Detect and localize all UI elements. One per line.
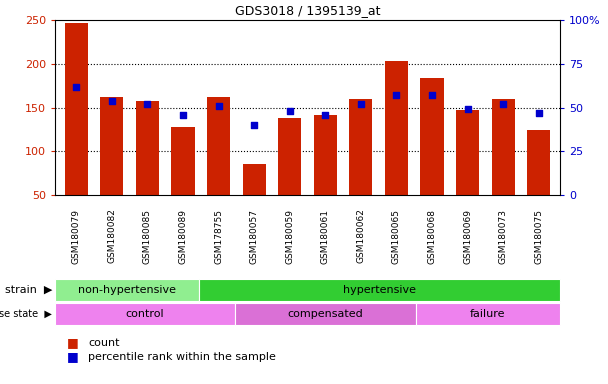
Point <box>72 83 81 89</box>
Text: non-hypertensive: non-hypertensive <box>78 285 176 295</box>
Text: GSM180089: GSM180089 <box>179 209 187 263</box>
Bar <box>207 97 230 195</box>
Text: GSM180059: GSM180059 <box>285 209 294 263</box>
Title: GDS3018 / 1395139_at: GDS3018 / 1395139_at <box>235 5 380 17</box>
Point <box>392 92 401 98</box>
Bar <box>491 99 514 195</box>
Text: compensated: compensated <box>288 309 364 319</box>
Point <box>285 108 295 114</box>
Bar <box>278 118 302 195</box>
Text: GSM180057: GSM180057 <box>250 209 258 263</box>
Text: GSM180085: GSM180085 <box>143 209 152 263</box>
Bar <box>349 99 373 195</box>
Point <box>214 103 224 109</box>
Bar <box>65 23 88 195</box>
Text: ■: ■ <box>67 336 79 349</box>
Point <box>320 111 330 118</box>
Point <box>249 122 259 128</box>
Bar <box>243 164 266 195</box>
Point <box>427 92 437 98</box>
Bar <box>456 110 479 195</box>
Text: count: count <box>88 338 120 348</box>
Bar <box>55 303 235 325</box>
Point <box>534 110 544 116</box>
Bar <box>171 127 195 195</box>
Text: disease state  ▶: disease state ▶ <box>0 309 52 319</box>
Text: hypertensive: hypertensive <box>343 285 416 295</box>
Bar <box>416 303 560 325</box>
Bar <box>55 279 199 301</box>
Point <box>178 111 188 118</box>
Point <box>498 101 508 107</box>
Point <box>356 101 365 107</box>
Text: GSM180068: GSM180068 <box>427 209 437 263</box>
Text: ■: ■ <box>67 351 79 364</box>
Text: strain  ▶: strain ▶ <box>5 285 52 295</box>
Bar <box>314 114 337 195</box>
Text: GSM178755: GSM178755 <box>214 209 223 263</box>
Point <box>463 106 472 113</box>
Text: GSM180065: GSM180065 <box>392 209 401 263</box>
Text: GSM180062: GSM180062 <box>356 209 365 263</box>
Bar <box>199 279 560 301</box>
Text: GSM180075: GSM180075 <box>534 209 543 263</box>
Text: GSM180079: GSM180079 <box>72 209 81 263</box>
Bar <box>385 61 408 195</box>
Bar <box>136 101 159 195</box>
Point <box>143 101 153 107</box>
Text: GSM180061: GSM180061 <box>321 209 330 263</box>
Text: failure: failure <box>470 309 506 319</box>
Bar <box>420 78 443 195</box>
Point <box>107 98 117 104</box>
Text: percentile rank within the sample: percentile rank within the sample <box>88 352 276 362</box>
Bar <box>100 97 123 195</box>
Bar <box>527 130 550 195</box>
Text: GSM180069: GSM180069 <box>463 209 472 263</box>
Text: GSM180082: GSM180082 <box>108 209 116 263</box>
Text: GSM180073: GSM180073 <box>499 209 508 263</box>
Text: control: control <box>126 309 165 319</box>
Bar <box>235 303 416 325</box>
